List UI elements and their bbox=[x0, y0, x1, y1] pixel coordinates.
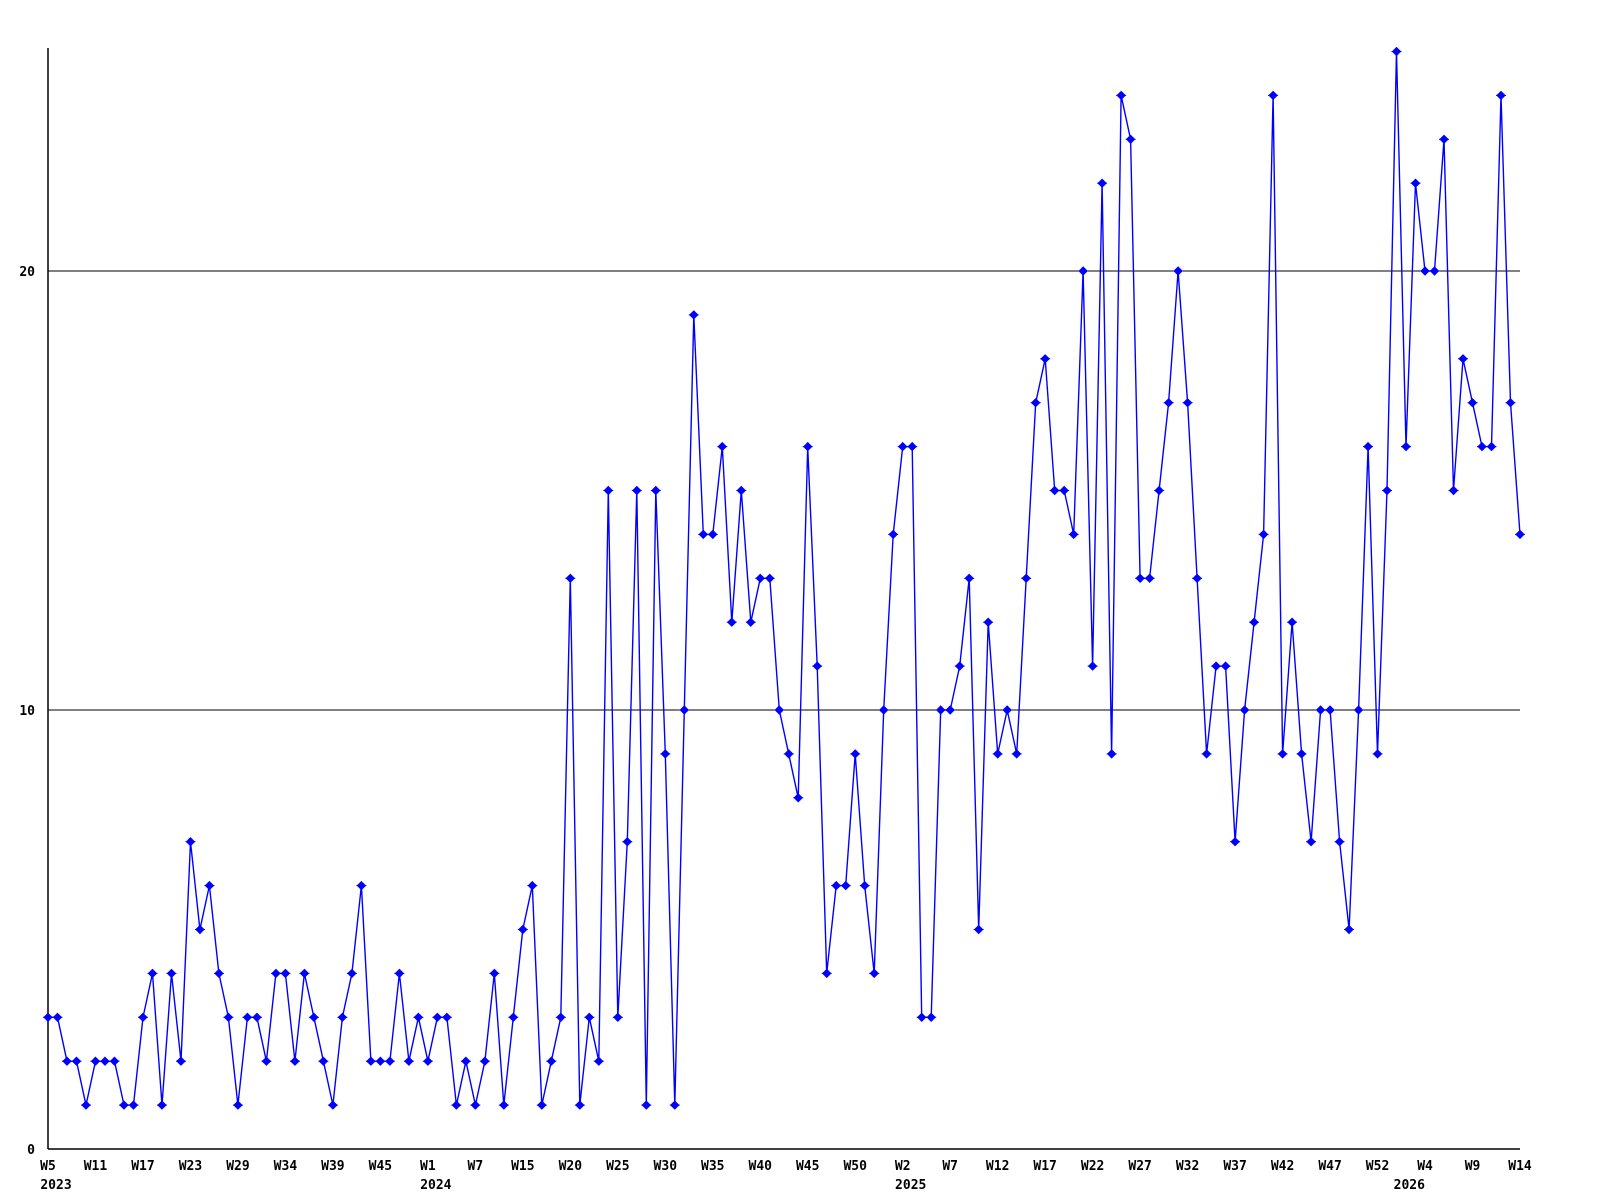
x-tick-label: W42 bbox=[1271, 1159, 1294, 1174]
x-tick-label: W47 bbox=[1318, 1159, 1341, 1174]
x-tick-label: W50 bbox=[843, 1159, 867, 1174]
x-tick-label: W39 bbox=[321, 1159, 344, 1174]
x-tick-label: W14 bbox=[1508, 1159, 1532, 1174]
x-tick-label: W40 bbox=[749, 1159, 773, 1174]
x-tick-label: W5 bbox=[40, 1159, 56, 1174]
x-tick-label: W37 bbox=[1223, 1159, 1246, 1174]
x-tick-label: W25 bbox=[606, 1159, 629, 1174]
x-tick-label: W34 bbox=[274, 1159, 298, 1174]
x-tick-label: W2 bbox=[895, 1159, 911, 1174]
x-tick-label: W17 bbox=[131, 1159, 154, 1174]
year-label: 2025 bbox=[895, 1178, 926, 1193]
y-axis-label: 20 bbox=[19, 265, 35, 280]
x-tick-label: W20 bbox=[559, 1159, 583, 1174]
x-tick-label: W22 bbox=[1081, 1159, 1104, 1174]
x-tick-label: W45 bbox=[796, 1159, 819, 1174]
x-tick-label: W11 bbox=[84, 1159, 108, 1174]
x-tick-label: W4 bbox=[1417, 1159, 1433, 1174]
x-tick-label: W12 bbox=[986, 1159, 1009, 1174]
series-polyline bbox=[48, 50, 1521, 1106]
y-axis-label: 0 bbox=[27, 1143, 35, 1158]
x-tick-label: W45 bbox=[369, 1159, 392, 1174]
x-tick-label: W9 bbox=[1465, 1159, 1481, 1174]
x-tick-label: W1 bbox=[420, 1159, 436, 1174]
x-tick-label: W32 bbox=[1176, 1159, 1199, 1174]
x-tick-label: W30 bbox=[654, 1159, 678, 1174]
x-tick-label: W23 bbox=[179, 1159, 202, 1174]
x-tick-label: W7 bbox=[942, 1159, 958, 1174]
year-label: 2026 bbox=[1394, 1178, 1425, 1193]
y-axis-label: 10 bbox=[19, 704, 35, 719]
year-label: 2024 bbox=[420, 1178, 451, 1193]
x-tick-label: W29 bbox=[226, 1159, 249, 1174]
year-label: 2023 bbox=[40, 1178, 71, 1193]
x-tick-label: W27 bbox=[1128, 1159, 1151, 1174]
x-tick-label: W15 bbox=[511, 1159, 534, 1174]
x-tick-label: W17 bbox=[1033, 1159, 1056, 1174]
x-tick-label: W35 bbox=[701, 1159, 724, 1174]
x-tick-label: W52 bbox=[1366, 1159, 1389, 1174]
x-tick-label: W7 bbox=[468, 1159, 484, 1174]
